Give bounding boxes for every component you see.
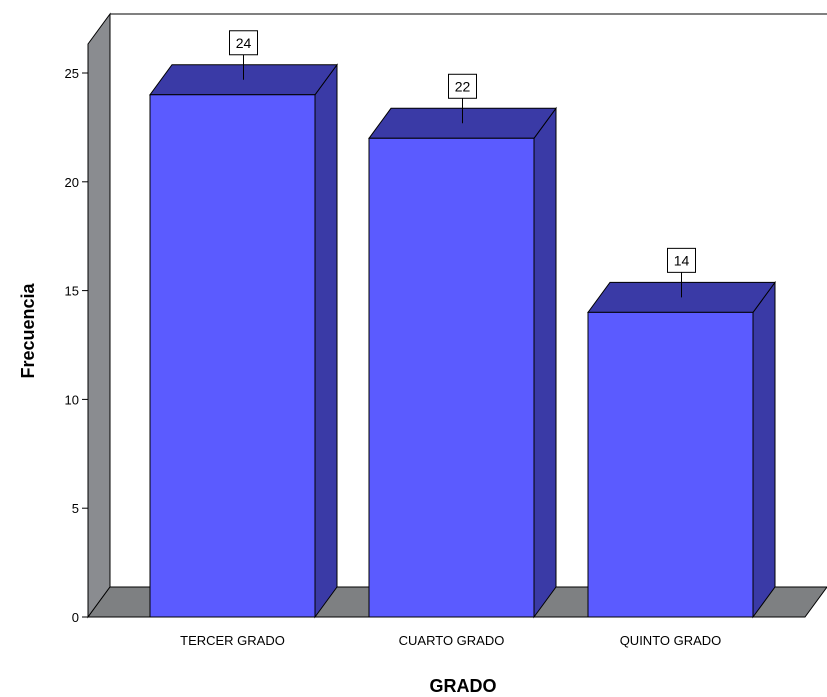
y-axis: 0 5 10 15 20 25 <box>65 66 89 625</box>
data-label-text: 24 <box>236 35 252 51</box>
bar <box>587 280 776 619</box>
y-tick-label: 25 <box>65 66 79 81</box>
bars <box>149 63 776 619</box>
data-labels: 24 22 14 <box>229 30 696 298</box>
x-category-label: TERCER GRADO <box>180 633 285 648</box>
bar-front <box>587 311 754 618</box>
data-label-text: 22 <box>455 78 471 94</box>
data-label-box <box>667 247 696 273</box>
data-label-box <box>448 73 477 99</box>
x-category-label: QUINTO GRADO <box>620 633 722 648</box>
side-wall <box>87 12 111 619</box>
y-tick-label: 20 <box>65 175 79 190</box>
x-category-label: CUARTO GRADO <box>399 633 505 648</box>
data-label-text: 14 <box>674 252 690 268</box>
bar-front <box>368 137 535 618</box>
bar-side <box>533 106 557 619</box>
data-label: 22 <box>448 73 477 124</box>
y-axis-title: Frecuencia <box>18 282 38 378</box>
y-tick-label: 5 <box>72 501 79 516</box>
category-labels: TERCER GRADO CUARTO GRADO QUINTO GRADO <box>180 633 721 648</box>
data-label: 24 <box>229 30 258 80</box>
data-label-box <box>229 30 258 56</box>
y-tick-label: 10 <box>65 392 79 407</box>
x-axis-title: GRADO <box>430 676 497 696</box>
bar-front <box>149 94 316 618</box>
bar <box>149 63 338 619</box>
bar <box>368 106 557 619</box>
y-tick-label: 15 <box>65 284 79 299</box>
bar-side <box>752 280 776 619</box>
bar-side <box>314 63 338 619</box>
data-label: 14 <box>667 247 696 298</box>
y-tick-label: 0 <box>72 610 79 625</box>
